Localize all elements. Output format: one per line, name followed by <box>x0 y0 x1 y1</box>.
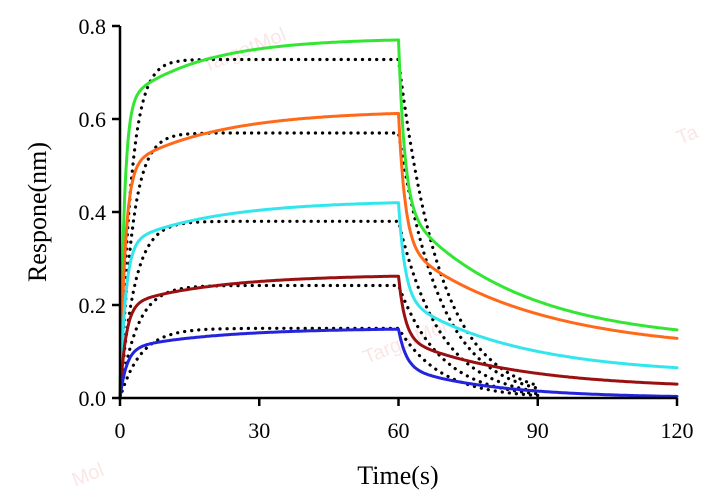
fit-curve <box>118 283 540 400</box>
y-tick-label: 0.0 <box>79 386 107 411</box>
series-line <box>118 38 679 400</box>
series-line <box>118 274 679 400</box>
watermark: Mol <box>69 459 107 491</box>
series-line <box>118 201 679 400</box>
series-line <box>118 327 679 400</box>
x-tick-label: 0 <box>115 418 126 443</box>
x-tick-label: 30 <box>248 418 270 443</box>
watermark: Ta <box>673 121 702 150</box>
y-axis-title: Respone(nm) <box>23 142 52 282</box>
x-axis-ticks: 0 30 60 90 120 <box>115 398 694 443</box>
y-tick-label: 0.6 <box>79 107 107 132</box>
data-series <box>118 38 679 400</box>
fit-curve <box>118 57 540 400</box>
x-tick-label: 120 <box>661 418 694 443</box>
watermark: TargetMol <box>360 316 450 369</box>
series-line <box>118 111 679 400</box>
x-tick-label: 60 <box>388 418 410 443</box>
y-axis-ticks: 0.0 0.2 0.4 0.6 0.8 <box>79 14 120 411</box>
x-axis-title: Time(s) <box>357 461 438 490</box>
y-tick-label: 0.4 <box>79 200 107 225</box>
fit-curves <box>118 57 540 400</box>
x-tick-label: 90 <box>527 418 549 443</box>
fit-curve <box>118 131 540 400</box>
y-tick-label: 0.2 <box>79 293 107 318</box>
y-tick-label: 0.8 <box>79 14 107 39</box>
fit-curve <box>118 219 540 400</box>
